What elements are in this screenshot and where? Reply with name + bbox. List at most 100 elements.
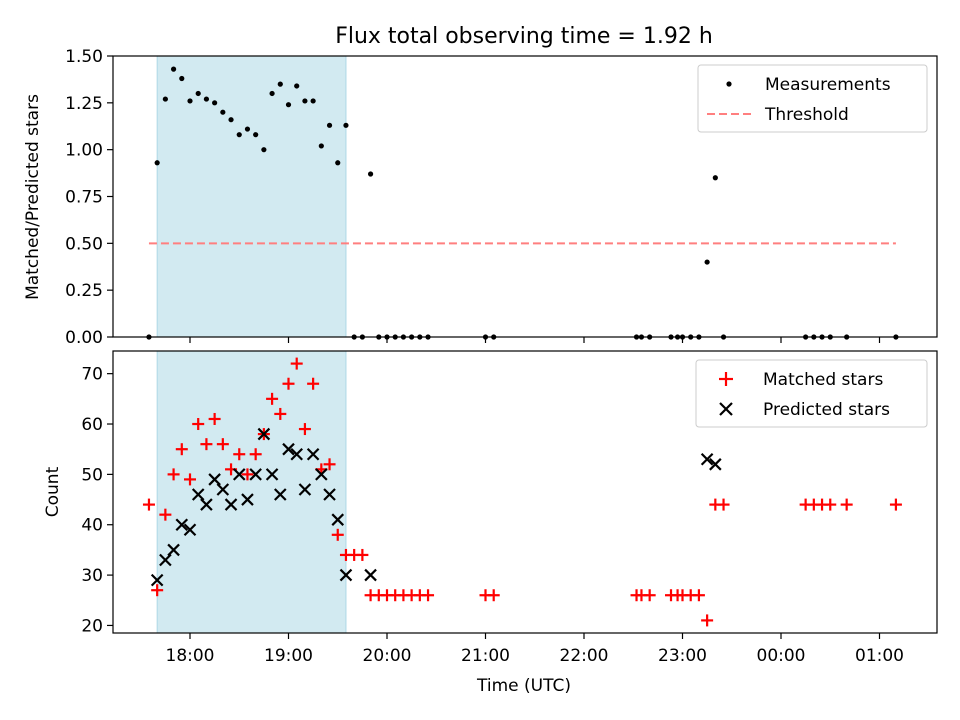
predicted-star-point	[167, 543, 180, 557]
predicted-star-point	[274, 488, 287, 501]
measurement-point	[212, 100, 218, 106]
x-tick-label: 01:00	[855, 646, 904, 666]
matched-star-point	[487, 589, 500, 602]
x-tick-label: 18:00	[166, 646, 215, 666]
predicted-star-point	[191, 488, 205, 501]
bottom-legend-box	[695, 359, 928, 428]
measurement-point	[253, 132, 259, 138]
predicted-star-point	[183, 523, 197, 537]
measurement-point	[179, 75, 185, 82]
x-axis-label: Time (UTC)	[476, 676, 571, 696]
x-tick-label: 22:00	[560, 646, 609, 666]
matched-star-point	[175, 443, 188, 456]
matched-star-point	[216, 438, 229, 451]
predicted-star-point	[249, 468, 262, 481]
measurement-point	[704, 259, 710, 265]
matched-star-point	[233, 448, 246, 461]
matched-star-point	[889, 498, 902, 511]
matched-star-point	[142, 498, 155, 511]
matched-star-point	[266, 392, 279, 405]
bottom-x-axis: 18:00 19:00 20:00 21:00 22:00 23:00 00:00 01:00	[166, 633, 904, 666]
measurement-point	[302, 98, 308, 104]
predicted-star-point	[306, 447, 320, 461]
predicted-star-point	[339, 568, 353, 582]
predicted-star-point	[709, 458, 722, 471]
bottom-legend: Matched stars Predicted stars	[695, 359, 928, 428]
bottom-axes-frame	[112, 350, 938, 634]
matched-star-point	[184, 473, 196, 486]
matched-star-point	[241, 468, 254, 481]
predicted-star-point	[331, 513, 345, 526]
measurement-point	[261, 147, 267, 153]
predicted-star-point	[315, 468, 328, 481]
bottom-y-axis-label: Count	[43, 466, 63, 517]
measurement-point	[244, 126, 251, 132]
bottom-panel: 20 30 40 50 60 70 18:00 19:00 20:00 21:00 22:00 23…	[43, 350, 938, 696]
matched-star-point	[701, 614, 714, 627]
top-panel: 0.00 0.25 0.50 0.75 1.00 1.25 1.50 Matched/Pre…	[23, 47, 938, 348]
measurement-point	[335, 160, 341, 166]
matched-star-point	[422, 589, 435, 602]
measurement-point	[318, 143, 324, 149]
measurement-point	[277, 81, 283, 87]
legend-measurements-marker	[726, 81, 732, 87]
top-x-axis	[189, 337, 881, 343]
y-tick-label: 30	[81, 566, 103, 586]
measurement-point	[285, 102, 292, 108]
y-tick-label: 0.00	[65, 328, 103, 348]
predicted-star-point	[159, 553, 172, 567]
top-legend-box	[697, 64, 928, 133]
matched-star-point	[290, 357, 303, 370]
measurement-point	[154, 160, 160, 166]
matched-star-point	[298, 423, 311, 436]
matched-star-point	[208, 412, 221, 425]
measurement-point	[294, 83, 300, 89]
top-y-axis-label: Matched/Predicted stars	[23, 94, 43, 300]
predicted-star-point	[364, 568, 377, 582]
measurement-point	[712, 175, 718, 181]
legend-predicted-label: Predicted stars	[763, 400, 890, 420]
matched-star-point	[692, 589, 705, 602]
matched-star-point	[249, 448, 262, 461]
y-tick-label: 1.00	[65, 141, 103, 161]
matched-star-point	[643, 589, 656, 602]
predicted-star-point	[700, 452, 714, 466]
predicted-star-point	[232, 468, 246, 481]
measurement-point	[236, 132, 242, 138]
legend-matched-marker	[719, 372, 733, 386]
predicted-star-point	[175, 518, 189, 532]
predicted-star-point	[224, 498, 238, 511]
y-tick-label: 60	[81, 415, 103, 435]
x-tick-label: 20:00	[363, 646, 412, 666]
measurement-point	[310, 98, 316, 104]
legend-predicted-marker	[719, 402, 733, 416]
measurement-point	[326, 122, 333, 128]
predicted-star-point	[290, 447, 303, 461]
matched-star-point	[824, 498, 837, 511]
y-tick-label: 50	[81, 465, 103, 485]
figure-title: Flux total observing time = 1.92 h	[335, 24, 713, 49]
measurement-point	[203, 96, 210, 102]
matched-star-point	[356, 548, 369, 561]
matched-star-point	[331, 528, 344, 541]
predicted-star-point	[265, 468, 279, 481]
predicted-star-point	[208, 473, 221, 486]
predicted-star-point	[282, 442, 295, 456]
y-tick-label: 0.50	[65, 234, 103, 254]
bottom-y-axis: 20 30 40 50 60 70	[81, 365, 113, 636]
bottom-shaded-span	[156, 350, 347, 634]
legend-threshold-label: Threshold	[764, 105, 849, 125]
y-tick-label: 0.75	[65, 188, 103, 208]
predicted-stars-points	[150, 427, 722, 587]
predicted-star-point	[200, 498, 213, 511]
top-axes-frame	[112, 55, 938, 338]
legend-matched-label: Matched stars	[763, 370, 883, 390]
matched-star-point	[282, 377, 295, 390]
measurement-point	[367, 171, 374, 177]
matched-star-point	[323, 458, 336, 471]
predicted-star-point	[298, 483, 312, 496]
measurement-point	[343, 122, 349, 128]
y-tick-label: 0.25	[65, 281, 103, 301]
measurement-point	[170, 66, 177, 72]
top-shaded-span	[156, 55, 347, 338]
